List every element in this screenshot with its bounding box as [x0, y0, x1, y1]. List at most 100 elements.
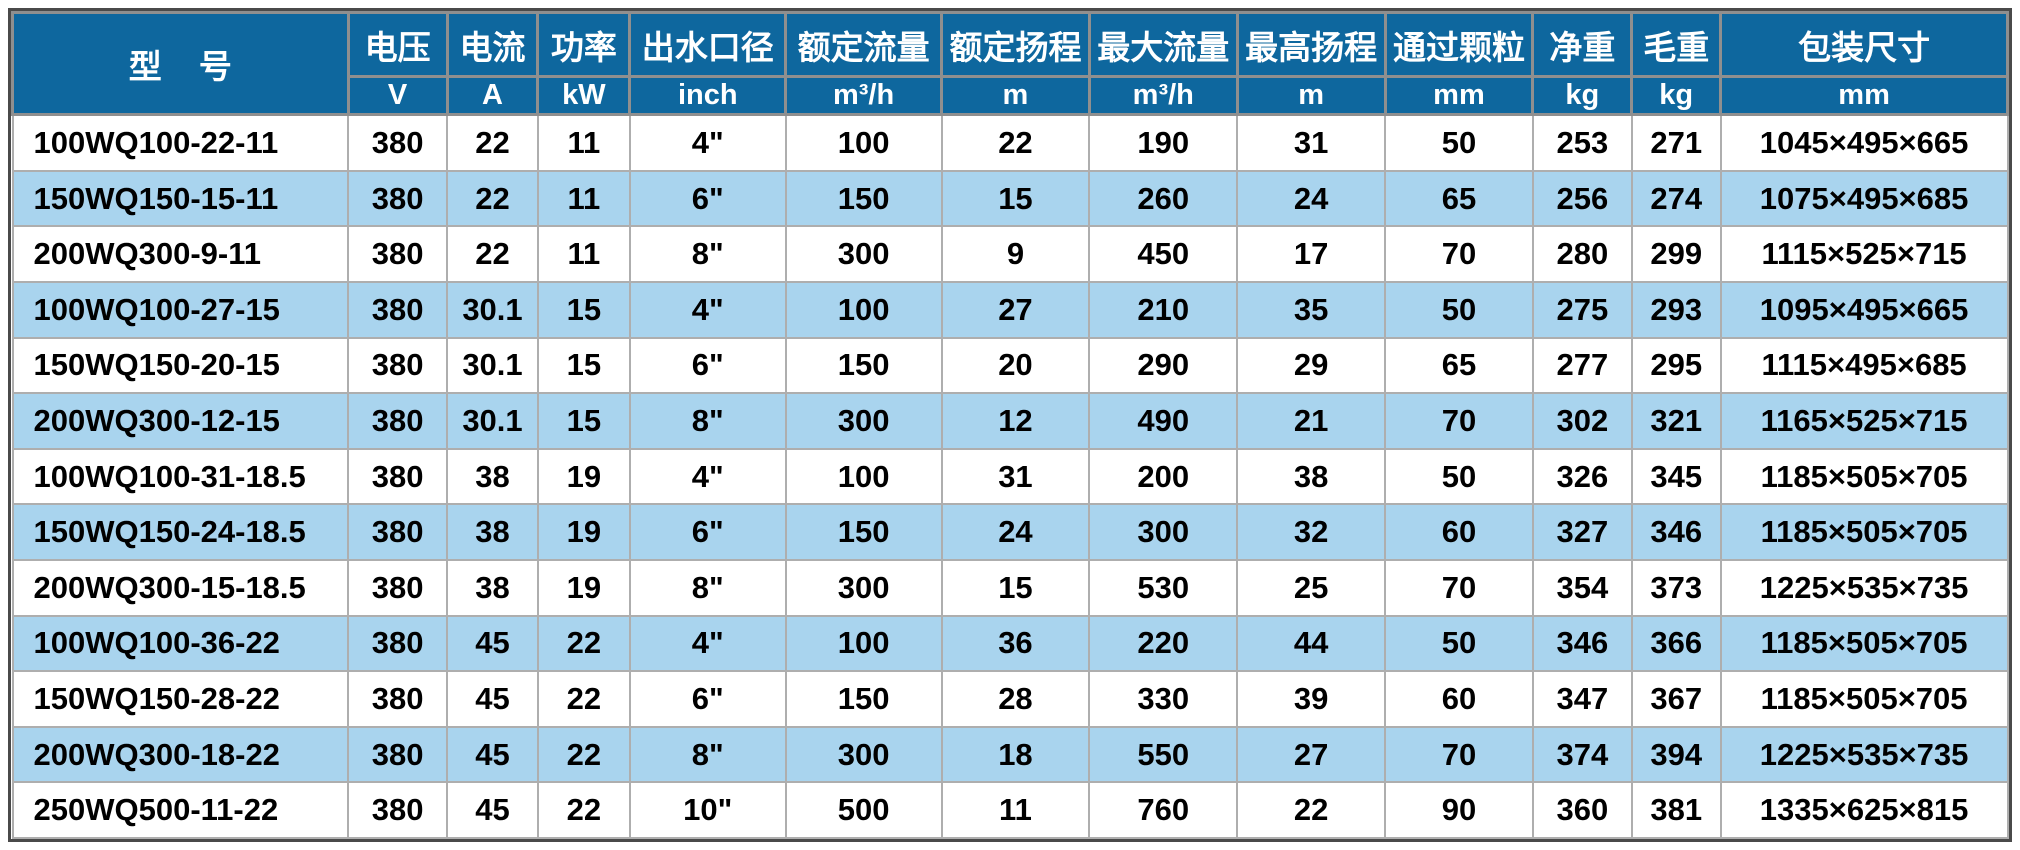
cell-outlet: 6"	[628, 503, 787, 561]
cell-particle: 70	[1384, 725, 1534, 784]
cell-voltage: 380	[347, 169, 449, 228]
cell-power: 19	[536, 558, 631, 617]
col-header-current: 电流	[445, 11, 540, 78]
cell-model: 150WQ150-15-11	[11, 169, 350, 228]
cell-rated-flow: 150	[784, 503, 943, 561]
cell-rated-flow: 100	[784, 614, 943, 673]
cell-voltage: 380	[347, 225, 449, 284]
cell-current: 45	[446, 670, 539, 728]
cell-voltage: 380	[347, 281, 449, 339]
cell-net-weight: 302	[1531, 392, 1633, 450]
cell-power: 19	[536, 447, 631, 506]
col-header-power: 功率	[536, 11, 632, 78]
cell-max-flow: 210	[1088, 281, 1239, 339]
table-row: 200WQ300-18-22 380 45 22 8" 300 18 550 27 70 374 39…	[11, 725, 2009, 784]
col-unit-net-weight: kg	[1531, 75, 1634, 116]
cell-rated-head: 31	[940, 447, 1091, 506]
cell-max-flow: 300	[1088, 503, 1239, 561]
cell-net-weight: 354	[1531, 558, 1633, 617]
pump-spec-table-frame: 型 号 电压 电流 功率 出水口径 额定流量 额定扬程 最大流量 最高扬程 通过颗粒 净重 毛重 包装…	[8, 8, 2012, 842]
col-header-model: 型 号	[11, 11, 350, 116]
cell-power: 15	[536, 392, 631, 450]
cell-rated-flow: 100	[784, 281, 943, 339]
header-row-names: 型 号 电压 电流 功率 出水口径 额定流量 额定扬程 最大流量 最高扬程 通过颗粒 净重 毛重 包装…	[11, 11, 2009, 116]
cell-voltage: 380	[347, 392, 449, 450]
cell-rated-head: 12	[940, 392, 1091, 450]
cell-voltage: 380	[347, 113, 449, 172]
cell-rated-flow: 300	[784, 725, 943, 784]
cell-particle: 90	[1384, 781, 1534, 839]
table-row: 100WQ100-27-15 380 30.1 15 4" 100 27 210 35 50 275…	[11, 281, 2009, 339]
cell-power: 22	[536, 781, 631, 839]
cell-power: 15	[536, 336, 631, 395]
cell-max-head: 22	[1236, 781, 1387, 839]
col-header-gross-weight: 毛重	[1630, 11, 1723, 78]
cell-max-head: 27	[1236, 725, 1387, 784]
cell-package-size: 1095×495×665	[1719, 281, 2009, 339]
cell-particle: 65	[1384, 336, 1534, 395]
cell-max-flow: 450	[1088, 225, 1239, 284]
cell-model: 200WQ300-18-22	[11, 725, 350, 784]
cell-rated-head: 27	[940, 281, 1091, 339]
cell-net-weight: 347	[1531, 670, 1633, 728]
cell-power: 19	[536, 503, 631, 561]
cell-rated-head: 15	[940, 169, 1091, 228]
table-row: 200WQ300-12-15 380 30.1 15 8" 300 12 490 21 70 302…	[11, 392, 2009, 450]
cell-voltage: 380	[347, 614, 449, 673]
col-header-voltage: 电压	[346, 11, 449, 78]
cell-rated-head: 11	[940, 781, 1091, 839]
col-unit-power: kW	[536, 75, 632, 116]
col-header-max-head: 最高扬程	[1235, 11, 1387, 78]
cell-particle: 60	[1384, 503, 1534, 561]
cell-max-flow: 220	[1088, 614, 1239, 673]
cell-gross-weight: 271	[1630, 113, 1722, 172]
cell-gross-weight: 295	[1630, 336, 1722, 395]
cell-outlet: 4"	[628, 281, 787, 339]
cell-particle: 70	[1384, 392, 1534, 450]
col-header-rated-flow: 额定流量	[784, 11, 944, 78]
cell-max-head: 17	[1236, 225, 1387, 284]
cell-max-flow: 760	[1088, 781, 1239, 839]
table-row: 200WQ300-9-11 380 22 11 8" 300 9 450 17 70 280 299 1…	[11, 225, 2009, 284]
cell-gross-weight: 366	[1630, 614, 1722, 673]
cell-model: 100WQ100-31-18.5	[11, 447, 350, 506]
cell-rated-head: 28	[940, 670, 1091, 728]
cell-package-size: 1165×525×715	[1719, 392, 2009, 450]
cell-model: 200WQ300-9-11	[11, 225, 350, 284]
cell-package-size: 1225×535×735	[1719, 558, 2009, 617]
cell-outlet: 10"	[628, 781, 787, 839]
col-unit-outlet: inch	[628, 75, 788, 116]
cell-rated-flow: 300	[784, 392, 943, 450]
cell-voltage: 380	[347, 503, 449, 561]
cell-model: 150WQ150-28-22	[11, 670, 350, 728]
cell-max-head: 35	[1236, 281, 1387, 339]
cell-max-flow: 490	[1088, 392, 1239, 450]
cell-current: 45	[446, 614, 539, 673]
cell-power: 22	[536, 725, 631, 784]
cell-net-weight: 360	[1531, 781, 1633, 839]
cell-outlet: 8"	[628, 392, 787, 450]
cell-rated-flow: 300	[784, 558, 943, 617]
cell-power: 11	[536, 113, 631, 172]
cell-voltage: 380	[347, 558, 449, 617]
cell-outlet: 8"	[628, 558, 787, 617]
cell-rated-head: 9	[940, 225, 1091, 284]
cell-outlet: 8"	[628, 225, 787, 284]
col-unit-gross-weight: kg	[1630, 75, 1723, 116]
cell-power: 22	[536, 614, 631, 673]
cell-max-head: 32	[1236, 503, 1387, 561]
cell-rated-head: 15	[940, 558, 1091, 617]
col-unit-particle: mm	[1383, 75, 1535, 116]
cell-rated-head: 22	[940, 113, 1091, 172]
table-row: 100WQ100-31-18.5 380 38 19 4" 100 31 200 38 50 326…	[11, 447, 2009, 506]
cell-voltage: 380	[347, 336, 449, 395]
col-header-rated-head: 额定扬程	[940, 11, 1091, 78]
col-header-net-weight: 净重	[1531, 11, 1634, 78]
cell-package-size: 1115×525×715	[1719, 225, 2009, 284]
cell-rated-flow: 100	[784, 447, 943, 506]
table-row: 100WQ100-22-11 380 22 11 4" 100 22 190 31 50 253 27…	[11, 113, 2009, 172]
col-unit-max-head: m	[1235, 75, 1387, 116]
cell-net-weight: 253	[1531, 113, 1633, 172]
cell-rated-flow: 150	[784, 169, 943, 228]
cell-max-flow: 290	[1088, 336, 1239, 395]
